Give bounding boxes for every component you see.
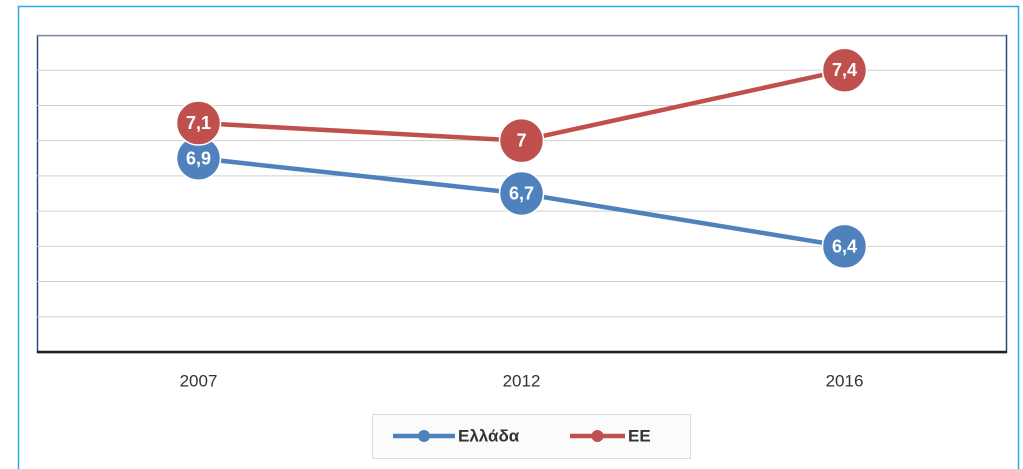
data-label: 7,1 (186, 113, 211, 133)
marker (821, 223, 868, 270)
x-tick-label: 2007 (180, 372, 218, 391)
data-label: 6,7 (509, 184, 534, 204)
legend-label: ΕΕ (628, 427, 651, 446)
marker (498, 117, 545, 164)
legend-items: Ελλάδα ΕΕ (393, 427, 651, 446)
marker (498, 170, 545, 217)
x-tick-label: 2012 (503, 372, 541, 391)
x-tick-label: 2016 (826, 372, 864, 391)
marker (821, 47, 868, 93)
data-label: 6,9 (186, 148, 211, 168)
markers: 6,9 6,7 6,4 7,1 7 7,4 (175, 47, 868, 270)
data-label: 7 (516, 131, 526, 151)
legend-marker (591, 430, 604, 442)
data-label: 7,4 (832, 60, 857, 80)
legend-marker (418, 430, 430, 442)
data-label: 6,4 (832, 236, 857, 256)
marker (175, 100, 222, 146)
legend-label: Ελλάδα (458, 427, 520, 446)
